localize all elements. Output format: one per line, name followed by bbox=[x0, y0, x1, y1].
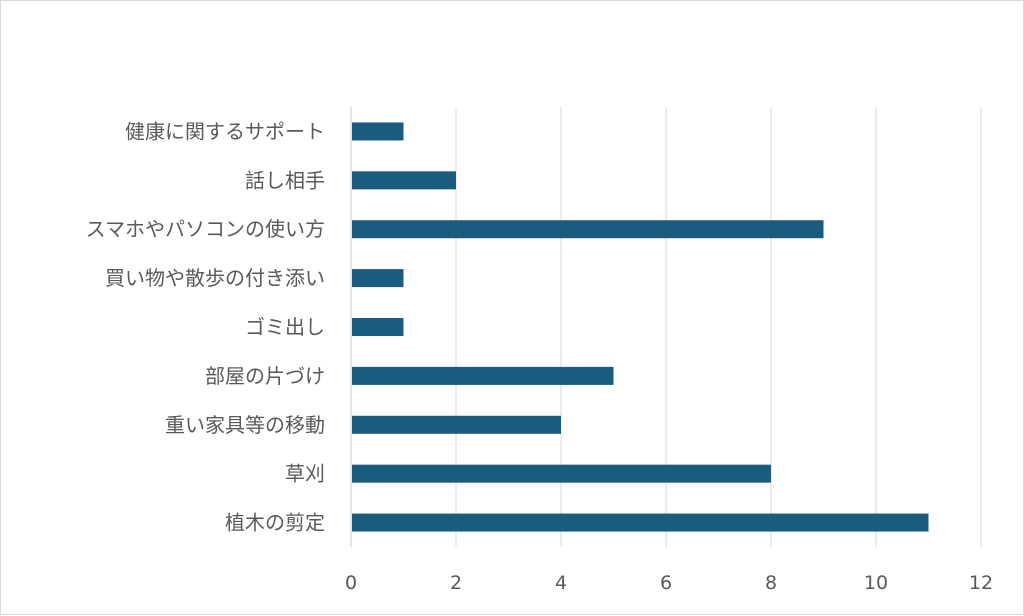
category-label: 部屋の片づけ bbox=[205, 364, 325, 388]
x-tick-label: 12 bbox=[969, 572, 993, 594]
bar-0 bbox=[352, 122, 404, 141]
bar-6 bbox=[352, 415, 561, 434]
bar-5 bbox=[352, 366, 614, 385]
x-tick-label: 8 bbox=[765, 572, 777, 594]
x-tick-label: 10 bbox=[864, 572, 888, 594]
category-label: 植木の剪定 bbox=[225, 511, 325, 535]
bar-2 bbox=[352, 220, 824, 239]
x-tick-label: 0 bbox=[345, 572, 357, 594]
category-labels: 健康に関するサポート話し相手スマホやパソコンの使い方買い物や散歩の付き添いゴミ出… bbox=[86, 119, 325, 534]
category-label: 話し相手 bbox=[245, 168, 325, 192]
x-tick-label: 2 bbox=[450, 572, 462, 594]
category-label: 草刈 bbox=[285, 462, 325, 486]
category-label: 健康に関するサポート bbox=[125, 119, 325, 143]
category-label: 買い物や散歩の付き添い bbox=[105, 266, 325, 290]
bar-8 bbox=[352, 513, 929, 532]
category-label: ゴミ出し bbox=[245, 315, 325, 339]
x-tick-labels: 0 2 4 6 8 10 12 bbox=[345, 572, 993, 594]
bar-7 bbox=[352, 464, 771, 483]
category-label: 重い家具等の移動 bbox=[165, 413, 325, 437]
category-label: スマホやパソコンの使い方 bbox=[86, 217, 325, 241]
bars bbox=[352, 122, 929, 532]
x-tick-label: 6 bbox=[660, 572, 672, 594]
bar-4 bbox=[352, 318, 404, 336]
x-tick-label: 4 bbox=[555, 572, 567, 594]
bar-1 bbox=[352, 171, 456, 190]
bar-3 bbox=[352, 269, 404, 288]
